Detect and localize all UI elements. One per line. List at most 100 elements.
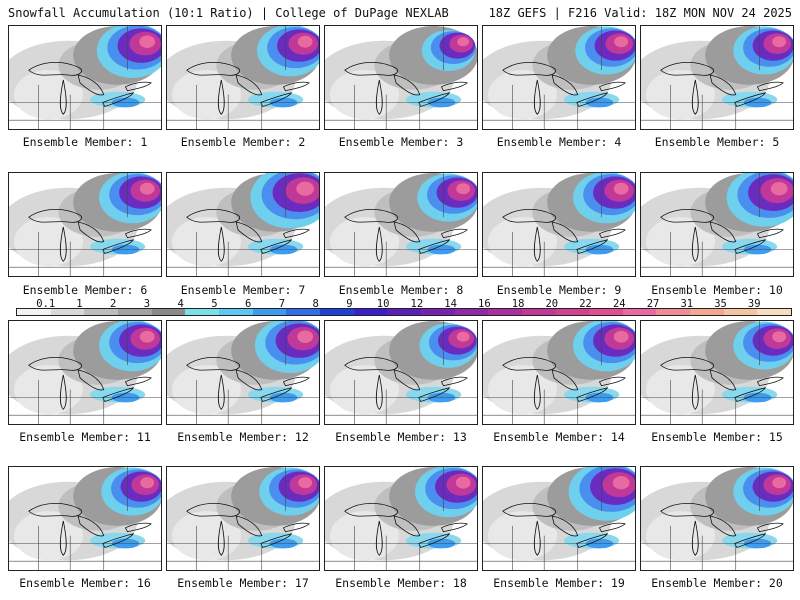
colorbar-tick-label: 20 <box>545 298 559 310</box>
ensemble-panel <box>324 172 478 277</box>
ensemble-panel <box>166 172 320 277</box>
colorbar-tick-label: 24 <box>612 298 626 310</box>
ensemble-member-label: Ensemble Member: 3 <box>338 135 464 149</box>
colorbar-swatch <box>387 309 421 315</box>
ensemble-member-label: Ensemble Member: 2 <box>180 135 306 149</box>
colorbar-swatch <box>555 309 590 315</box>
colorbar-swatch <box>252 309 287 315</box>
snowfall-map <box>483 467 635 570</box>
colorbar-tick-label: 5 <box>211 298 218 310</box>
colorbar-tick-label: 39 <box>747 298 761 310</box>
snowfall-map <box>167 26 319 129</box>
colorbar-tick-label: 27 <box>646 298 660 310</box>
colorbar-swatch <box>488 309 522 315</box>
colorbar-swatch <box>218 309 253 315</box>
snowfall-map <box>641 173 793 276</box>
colorbar-tick-label: 18 <box>511 298 525 310</box>
ensemble-panel <box>482 25 636 130</box>
colorbar-swatch <box>454 309 489 315</box>
header: Snowfall Accumulation (10:1 Ratio) | Col… <box>0 0 800 24</box>
colorbar-tick-labels: 0.1 1 2 3 4 5 6 7 8 9 10 12 14 16 18 20 22 24 27 31 35 39 <box>8 298 784 310</box>
colorbar-tick-label: 6 <box>245 298 252 310</box>
snowfall-map <box>9 26 161 129</box>
colorbar-tick-label: 1 <box>76 298 83 310</box>
snowfall-map <box>325 26 477 129</box>
snowfall-map <box>483 26 635 129</box>
ensemble-panel <box>166 320 320 425</box>
ensemble-panel <box>482 320 636 425</box>
ensemble-member-label: Ensemble Member: 5 <box>654 135 780 149</box>
colorbar <box>16 308 792 316</box>
colorbar-tick-label: 4 <box>177 298 184 310</box>
colorbar-swatch <box>185 309 219 315</box>
ensemble-member-label: Ensemble Member: 20 <box>651 576 783 590</box>
run-info: 18Z GEFS | F216 Valid: 18Z MON NOV 24 20… <box>488 6 792 20</box>
colorbar-swatch <box>420 309 455 315</box>
colorbar-legend: 0.1 1 2 3 4 5 6 7 8 9 10 12 14 16 18 20 22 24 27 31 35 39 <box>8 298 792 318</box>
colorbar-swatch <box>84 309 118 315</box>
colorbar-swatch <box>723 309 758 315</box>
ensemble-member-label: Ensemble Member: 1 <box>22 135 148 149</box>
colorbar-swatch <box>17 309 51 315</box>
ensemble-panel <box>166 466 320 571</box>
ensemble-panel <box>8 320 162 425</box>
colorbar-swatch <box>622 309 657 315</box>
colorbar-swatch <box>151 309 186 315</box>
snowfall-map <box>167 467 319 570</box>
colorbar-swatch <box>50 309 85 315</box>
colorbar-tick-label: 7 <box>278 298 286 310</box>
colorbar-swatch <box>589 309 623 315</box>
colorbar-swatch <box>521 309 556 315</box>
colorbar-tick-label: 16 <box>478 298 491 310</box>
ensemble-member-label: Ensemble Member: 19 <box>493 576 625 590</box>
snowfall-map <box>167 321 319 424</box>
ensemble-panel <box>8 466 162 571</box>
ensemble-member-label: Ensemble Member: 11 <box>19 430 151 444</box>
colorbar-tick-label: 0.1 <box>36 298 56 310</box>
colorbar-tick-label: 22 <box>579 298 592 310</box>
ensemble-member-label: Ensemble Member: 15 <box>651 430 783 444</box>
ensemble-member-label: Ensemble Member: 8 <box>338 283 464 297</box>
ensemble-member-label: Ensemble Member: 9 <box>496 283 622 297</box>
ensemble-panel <box>640 25 794 130</box>
snowfall-map <box>641 321 793 424</box>
ensemble-panel <box>324 320 478 425</box>
snowfall-map <box>9 173 161 276</box>
page-title: Snowfall Accumulation (10:1 Ratio) | Col… <box>8 6 449 20</box>
ensemble-member-label: Ensemble Member: 17 <box>177 576 309 590</box>
snowfall-map <box>483 173 635 276</box>
colorbar-swatch <box>757 309 792 315</box>
colorbar-swatch <box>353 309 388 315</box>
snowfall-map <box>641 467 793 570</box>
ensemble-member-label: Ensemble Member: 13 <box>335 430 467 444</box>
colorbar-swatch <box>656 309 691 315</box>
colorbar-swatch <box>117 309 152 315</box>
ensemble-member-label: Ensemble Member: 16 <box>19 576 151 590</box>
ensemble-panel <box>640 466 794 571</box>
ensemble-panel <box>324 466 478 571</box>
ensemble-member-label: Ensemble Member: 10 <box>651 283 783 297</box>
colorbar-tick-label: 12 <box>410 298 424 310</box>
snowfall-map <box>325 173 477 276</box>
ensemble-member-label: Ensemble Member: 6 <box>22 283 148 297</box>
ensemble-member-label: Ensemble Member: 12 <box>177 430 309 444</box>
colorbar-tick-label: 9 <box>346 298 353 310</box>
snowfall-map <box>325 467 477 570</box>
ensemble-panel <box>8 25 162 130</box>
ensemble-panel <box>166 25 320 130</box>
colorbar-tick-label: 31 <box>680 298 694 310</box>
ensemble-panel <box>482 172 636 277</box>
ensemble-member-label: Ensemble Member: 14 <box>493 430 625 444</box>
snowfall-map <box>483 321 635 424</box>
colorbar-tick-label: 3 <box>143 298 151 310</box>
snowfall-map <box>325 321 477 424</box>
ensemble-panel <box>640 172 794 277</box>
snowfall-map <box>9 467 161 570</box>
ensemble-member-label: Ensemble Member: 4 <box>496 135 622 149</box>
colorbar-tick-label: 2 <box>110 298 117 310</box>
snowfall-map <box>641 26 793 129</box>
colorbar-tick-label: 14 <box>444 298 457 310</box>
colorbar-swatch <box>690 309 724 315</box>
colorbar-swatch <box>286 309 320 315</box>
